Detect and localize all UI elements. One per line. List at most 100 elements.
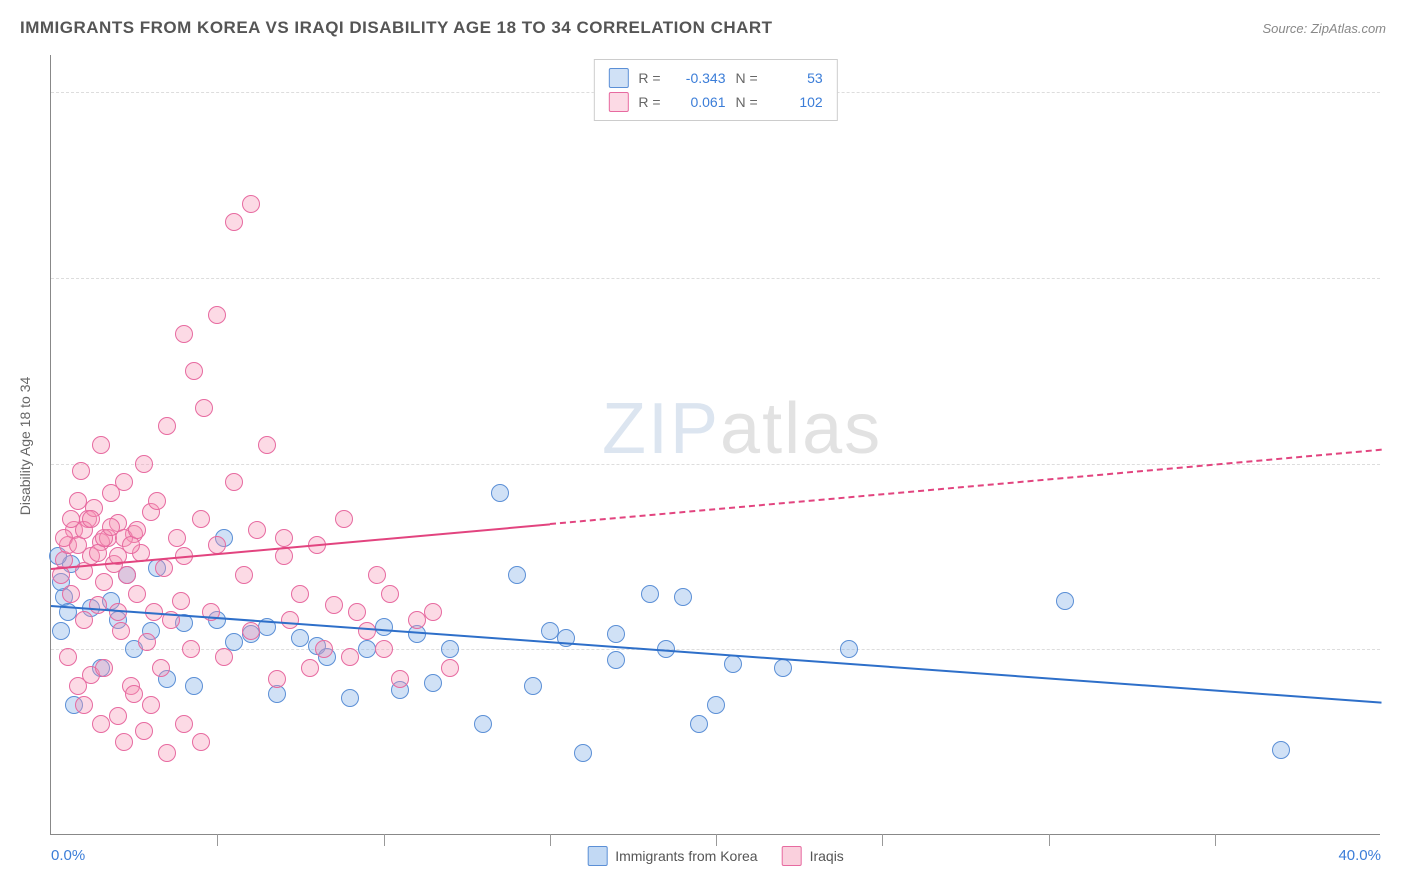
scatter-point [59, 648, 77, 666]
ytick-label: 15.0% [1395, 269, 1406, 286]
scatter-point [275, 529, 293, 547]
scatter-point [641, 585, 659, 603]
chart-title: IMMIGRANTS FROM KOREA VS IRAQI DISABILIT… [20, 18, 773, 38]
scatter-point [89, 596, 107, 614]
scatter-point [335, 510, 353, 528]
gridline-h [51, 649, 1380, 650]
scatter-point [192, 733, 210, 751]
gridline-h [51, 464, 1380, 465]
scatter-point [774, 659, 792, 677]
scatter-point [358, 640, 376, 658]
legend-swatch [587, 846, 607, 866]
legend-swatch [608, 68, 628, 88]
scatter-point [69, 492, 87, 510]
legend-series-item: Iraqis [782, 846, 844, 866]
scatter-point [341, 689, 359, 707]
scatter-point [508, 566, 526, 584]
scatter-point [441, 640, 459, 658]
scatter-point [301, 659, 319, 677]
legend-stats-row: R =-0.343N =53 [608, 66, 822, 90]
legend-r-value: -0.343 [671, 70, 726, 86]
scatter-point [368, 566, 386, 584]
scatter-point [1056, 592, 1074, 610]
xtick [716, 834, 717, 846]
y-axis-label: Disability Age 18 to 34 [17, 377, 33, 516]
scatter-point [707, 696, 725, 714]
scatter-point [175, 325, 193, 343]
scatter-point [82, 510, 100, 528]
scatter-point [258, 436, 276, 454]
scatter-point [291, 585, 309, 603]
scatter-point [148, 492, 166, 510]
scatter-point [275, 547, 293, 565]
scatter-point [281, 611, 299, 629]
scatter-point [235, 566, 253, 584]
xtick [1049, 834, 1050, 846]
scatter-point [118, 566, 136, 584]
scatter-point [225, 473, 243, 491]
legend-r-label: R = [638, 70, 660, 86]
scatter-point [152, 659, 170, 677]
gridline-h [51, 278, 1380, 279]
scatter-point [574, 744, 592, 762]
scatter-point [840, 640, 858, 658]
scatter-point [112, 622, 130, 640]
scatter-point [128, 585, 146, 603]
plot-area: ZIPatlas 5.0%10.0%15.0%20.0%0.0%40.0%R =… [50, 55, 1380, 835]
scatter-point [341, 648, 359, 666]
scatter-point [115, 473, 133, 491]
scatter-point [195, 399, 213, 417]
legend-stats-row: R =0.061N =102 [608, 90, 822, 114]
xtick [384, 834, 385, 846]
legend-series-label: Immigrants from Korea [615, 848, 757, 864]
xtick [1215, 834, 1216, 846]
legend-series-item: Immigrants from Korea [587, 846, 757, 866]
scatter-point [348, 603, 366, 621]
scatter-point [424, 603, 442, 621]
scatter-point [185, 362, 203, 380]
scatter-point [325, 596, 343, 614]
scatter-point [185, 677, 203, 695]
scatter-point [115, 733, 133, 751]
scatter-point [424, 674, 442, 692]
title-bar: IMMIGRANTS FROM KOREA VS IRAQI DISABILIT… [20, 18, 1386, 38]
scatter-point [142, 696, 160, 714]
scatter-point [92, 436, 110, 454]
scatter-point [109, 707, 127, 725]
legend-n-label: N = [736, 94, 758, 110]
watermark: ZIPatlas [602, 388, 882, 470]
scatter-point [242, 622, 260, 640]
scatter-point [674, 588, 692, 606]
xtick [550, 834, 551, 846]
watermark-thin: atlas [720, 389, 882, 469]
scatter-point [52, 622, 70, 640]
scatter-point [75, 611, 93, 629]
scatter-point [158, 744, 176, 762]
xtick [882, 834, 883, 846]
legend-n-value: 53 [768, 70, 823, 86]
scatter-point [172, 592, 190, 610]
trendline [550, 449, 1381, 525]
scatter-point [1272, 741, 1290, 759]
scatter-point [375, 618, 393, 636]
scatter-point [135, 722, 153, 740]
scatter-point [524, 677, 542, 695]
scatter-point [92, 715, 110, 733]
ytick-label: 10.0% [1395, 455, 1406, 472]
scatter-point [607, 651, 625, 669]
legend-r-label: R = [638, 94, 660, 110]
xtick [217, 834, 218, 846]
source-label: Source: ZipAtlas.com [1262, 21, 1386, 36]
scatter-point [724, 655, 742, 673]
scatter-point [248, 521, 266, 539]
scatter-point [72, 462, 90, 480]
scatter-point [607, 625, 625, 643]
scatter-point [135, 455, 153, 473]
scatter-point [128, 521, 146, 539]
scatter-point [391, 670, 409, 688]
scatter-point [182, 640, 200, 658]
scatter-point [375, 640, 393, 658]
scatter-point [158, 417, 176, 435]
scatter-point [125, 685, 143, 703]
scatter-point [441, 659, 459, 677]
